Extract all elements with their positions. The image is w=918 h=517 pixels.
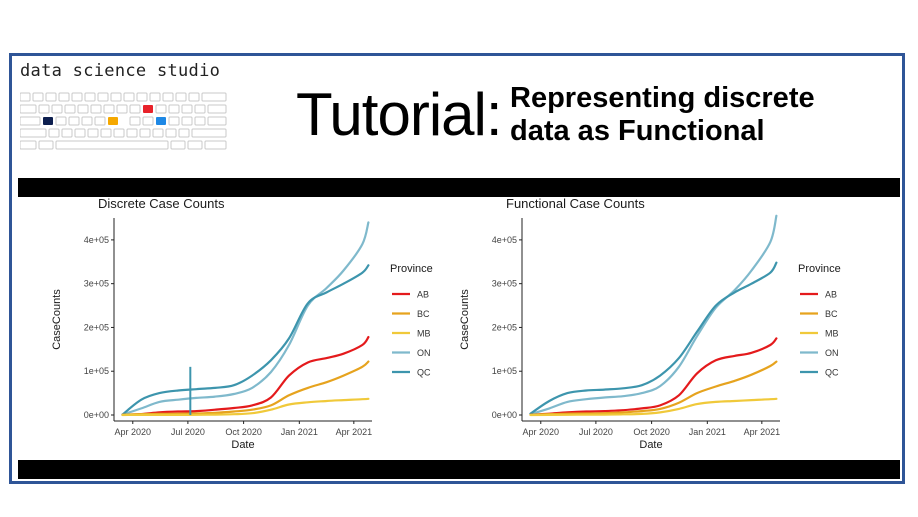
legend-label-bc: BC <box>417 309 430 319</box>
y-tick-label: 4e+05 <box>84 235 109 245</box>
top-divider-bar <box>18 178 900 197</box>
series-line-qc <box>529 261 778 415</box>
x-tick-label: Oct 2020 <box>633 427 670 437</box>
y-tick-label: 3e+05 <box>492 279 517 289</box>
legend-label-ab: AB <box>825 290 837 300</box>
y-tick-label: 2e+05 <box>84 322 109 332</box>
x-tick-label: Jan 2021 <box>281 427 318 437</box>
y-tick-label: 1e+05 <box>84 366 109 376</box>
y-tick-label: 1e+05 <box>492 366 517 376</box>
y-tick-label: 0e+00 <box>84 410 109 420</box>
x-tick-label: Apr 2021 <box>336 427 373 437</box>
legend-label-qc: QC <box>417 368 431 378</box>
subtitle-line-2: data as Functional <box>510 115 765 147</box>
x-tick-label: Jul 2020 <box>171 427 205 437</box>
series-line-on <box>121 221 370 416</box>
y-tick-label: 3e+05 <box>84 279 109 289</box>
brand-name: data science studio <box>20 61 221 81</box>
series-line-qc <box>121 264 370 416</box>
legend-label-mb: MB <box>417 329 431 339</box>
subtitle-line-1: Representing discrete <box>510 82 815 114</box>
x-tick-label: Oct 2020 <box>225 427 262 437</box>
chart-title: Discrete Case Counts <box>98 196 225 211</box>
y-axis-title: CaseCounts <box>51 289 63 350</box>
series-line-mb <box>529 397 778 417</box>
bottom-divider-bar <box>18 460 900 479</box>
functional-case-counts-chart: Functional Case Counts 0e+00 1e+05 2e+05 3e+… <box>459 196 841 451</box>
legend-label-mb: MB <box>825 329 839 339</box>
series-line-mb <box>121 397 370 417</box>
y-tick-label: 2e+05 <box>492 322 517 332</box>
legend-title: Province <box>390 263 433 275</box>
x-tick-label: Apr 2021 <box>744 427 781 437</box>
y-tick-label: 4e+05 <box>492 235 517 245</box>
discrete-case-counts-chart: Discrete Case Counts 0e+00 1e+05 2e+05 3e+05… <box>51 196 433 451</box>
x-tick-label: Apr 2020 <box>115 427 152 437</box>
series-line-on <box>529 214 778 416</box>
y-tick-label: 0e+00 <box>492 410 517 420</box>
y-axis-title: CaseCounts <box>459 289 471 350</box>
legend-title: Province <box>798 263 841 275</box>
tutorial-label: Tutorial: <box>296 81 503 148</box>
series-line-ab <box>121 336 370 416</box>
x-tick-label: Jan 2021 <box>689 427 726 437</box>
legend-label-bc: BC <box>825 309 838 319</box>
tutorial-subtitle: Representing discrete data as Functional <box>510 82 815 148</box>
legend-label-on: ON <box>825 348 839 358</box>
x-tick-label: Apr 2020 <box>523 427 560 437</box>
series-line-ab <box>529 337 778 416</box>
legend-label-qc: QC <box>825 368 839 378</box>
series-line-bc <box>529 360 778 416</box>
chart-title: Functional Case Counts <box>506 196 645 211</box>
keyboard-logo-icon <box>20 92 227 150</box>
legend-label-ab: AB <box>417 290 429 300</box>
legend-label-on: ON <box>417 348 431 358</box>
x-tick-label: Jul 2020 <box>579 427 613 437</box>
x-axis-title: Date <box>639 439 662 451</box>
x-axis-title: Date <box>231 439 254 451</box>
